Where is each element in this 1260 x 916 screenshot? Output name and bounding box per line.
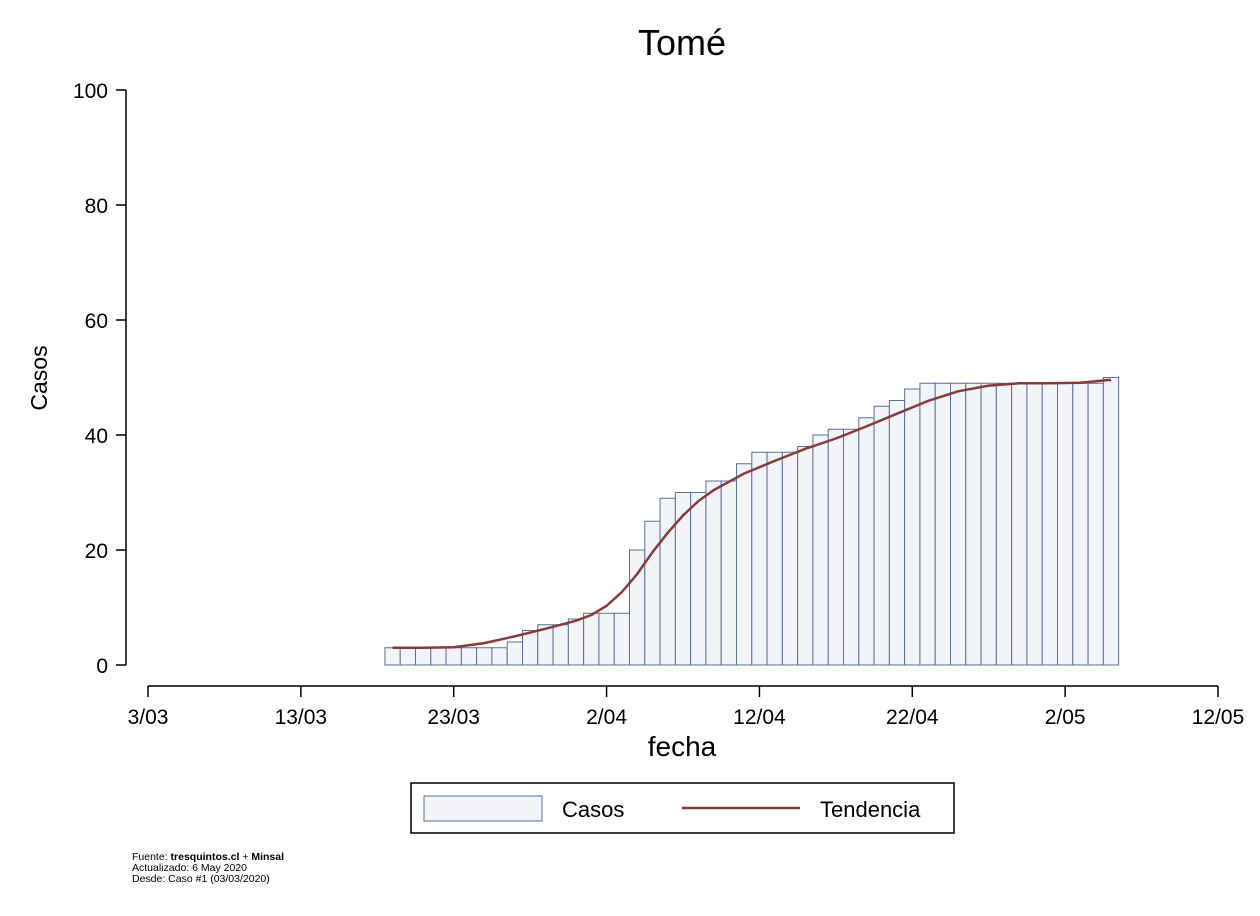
bar: [583, 612, 600, 666]
legend-tendencia-label: Tendencia: [820, 797, 921, 822]
bar: [1011, 382, 1028, 666]
y-tick-label: 100: [73, 80, 108, 103]
bar: [644, 520, 661, 666]
x-tick-label: 13/03: [275, 706, 328, 729]
bars-group: [384, 377, 1120, 666]
y-axis-label: Casos: [26, 345, 52, 410]
bar: [888, 400, 906, 666]
bar: [766, 451, 783, 666]
bar: [858, 417, 875, 666]
x-tick-label: 3/03: [128, 706, 169, 729]
bar: [736, 463, 753, 666]
bar: [430, 647, 447, 666]
bar: [415, 647, 432, 666]
bar: [812, 434, 829, 666]
bar: [476, 647, 493, 666]
x-tick-label: 22/04: [886, 706, 939, 729]
x-tick-label: 12/05: [1192, 706, 1245, 729]
bar: [904, 388, 921, 666]
bar: [965, 382, 982, 666]
bar: [995, 382, 1013, 666]
x-tick-label: 12/04: [733, 706, 786, 729]
legend-casos-label: Casos: [562, 797, 624, 822]
legend-casos-swatch: [423, 795, 543, 822]
bar: [522, 630, 539, 666]
bar: [827, 428, 845, 666]
bar: [491, 647, 508, 666]
x-axis-label: fecha: [648, 731, 717, 762]
bar: [843, 428, 860, 666]
footer-updated: Actualizado: 6 May 2020: [132, 862, 247, 874]
bar: [950, 382, 967, 666]
bar: [659, 497, 676, 666]
bar: [445, 647, 462, 666]
x-tick-label: 23/03: [427, 706, 480, 729]
bar: [552, 624, 569, 666]
bar: [1057, 382, 1074, 666]
y-ticks-group: 0 20 40 60 80 100: [73, 80, 126, 678]
bar: [781, 451, 799, 666]
bar: [720, 480, 738, 666]
trend-line: [392, 378, 1112, 650]
bar: [934, 382, 952, 666]
y-tick-label: 0: [96, 655, 108, 678]
bar: [460, 647, 478, 666]
footer-source: Fuente: tresquintos.cl + Minsal: [132, 851, 285, 863]
bar: [797, 446, 814, 666]
y-tick-label: 20: [85, 540, 108, 563]
bar: [598, 612, 615, 666]
footer-since: Desde: Caso #1 (03/03/2020): [132, 873, 270, 885]
bar: [751, 451, 768, 666]
x-tick-label: 2/04: [586, 706, 627, 729]
footer-note: Fuente: tresquintos.cl + Minsal Actualiz…: [132, 852, 284, 885]
legend: Casos Tendencia: [410, 782, 955, 834]
y-tick-label: 80: [85, 195, 108, 218]
bar: [1041, 382, 1058, 666]
bar: [690, 492, 707, 666]
bar: [873, 405, 890, 666]
bar: [705, 480, 722, 666]
bar: [1026, 382, 1043, 666]
bar: [1072, 382, 1089, 666]
bar: [506, 641, 524, 666]
bar: [919, 382, 936, 666]
chart-title: Tomé: [638, 22, 726, 63]
bar: [674, 492, 692, 666]
y-tick-label: 40: [85, 425, 108, 448]
bar: [399, 647, 417, 666]
bar: [613, 612, 631, 666]
bar: [980, 382, 997, 666]
x-ticks-group: 3/03 13/03 23/03 2/04 12/04 22/04 2/05 12/05: [128, 686, 1245, 729]
x-tick-label: 2/05: [1045, 706, 1086, 729]
y-tick-label: 60: [85, 310, 108, 333]
bar: [1087, 382, 1104, 666]
bar: [567, 618, 585, 666]
bar: [1102, 377, 1120, 666]
bar: [384, 647, 401, 666]
